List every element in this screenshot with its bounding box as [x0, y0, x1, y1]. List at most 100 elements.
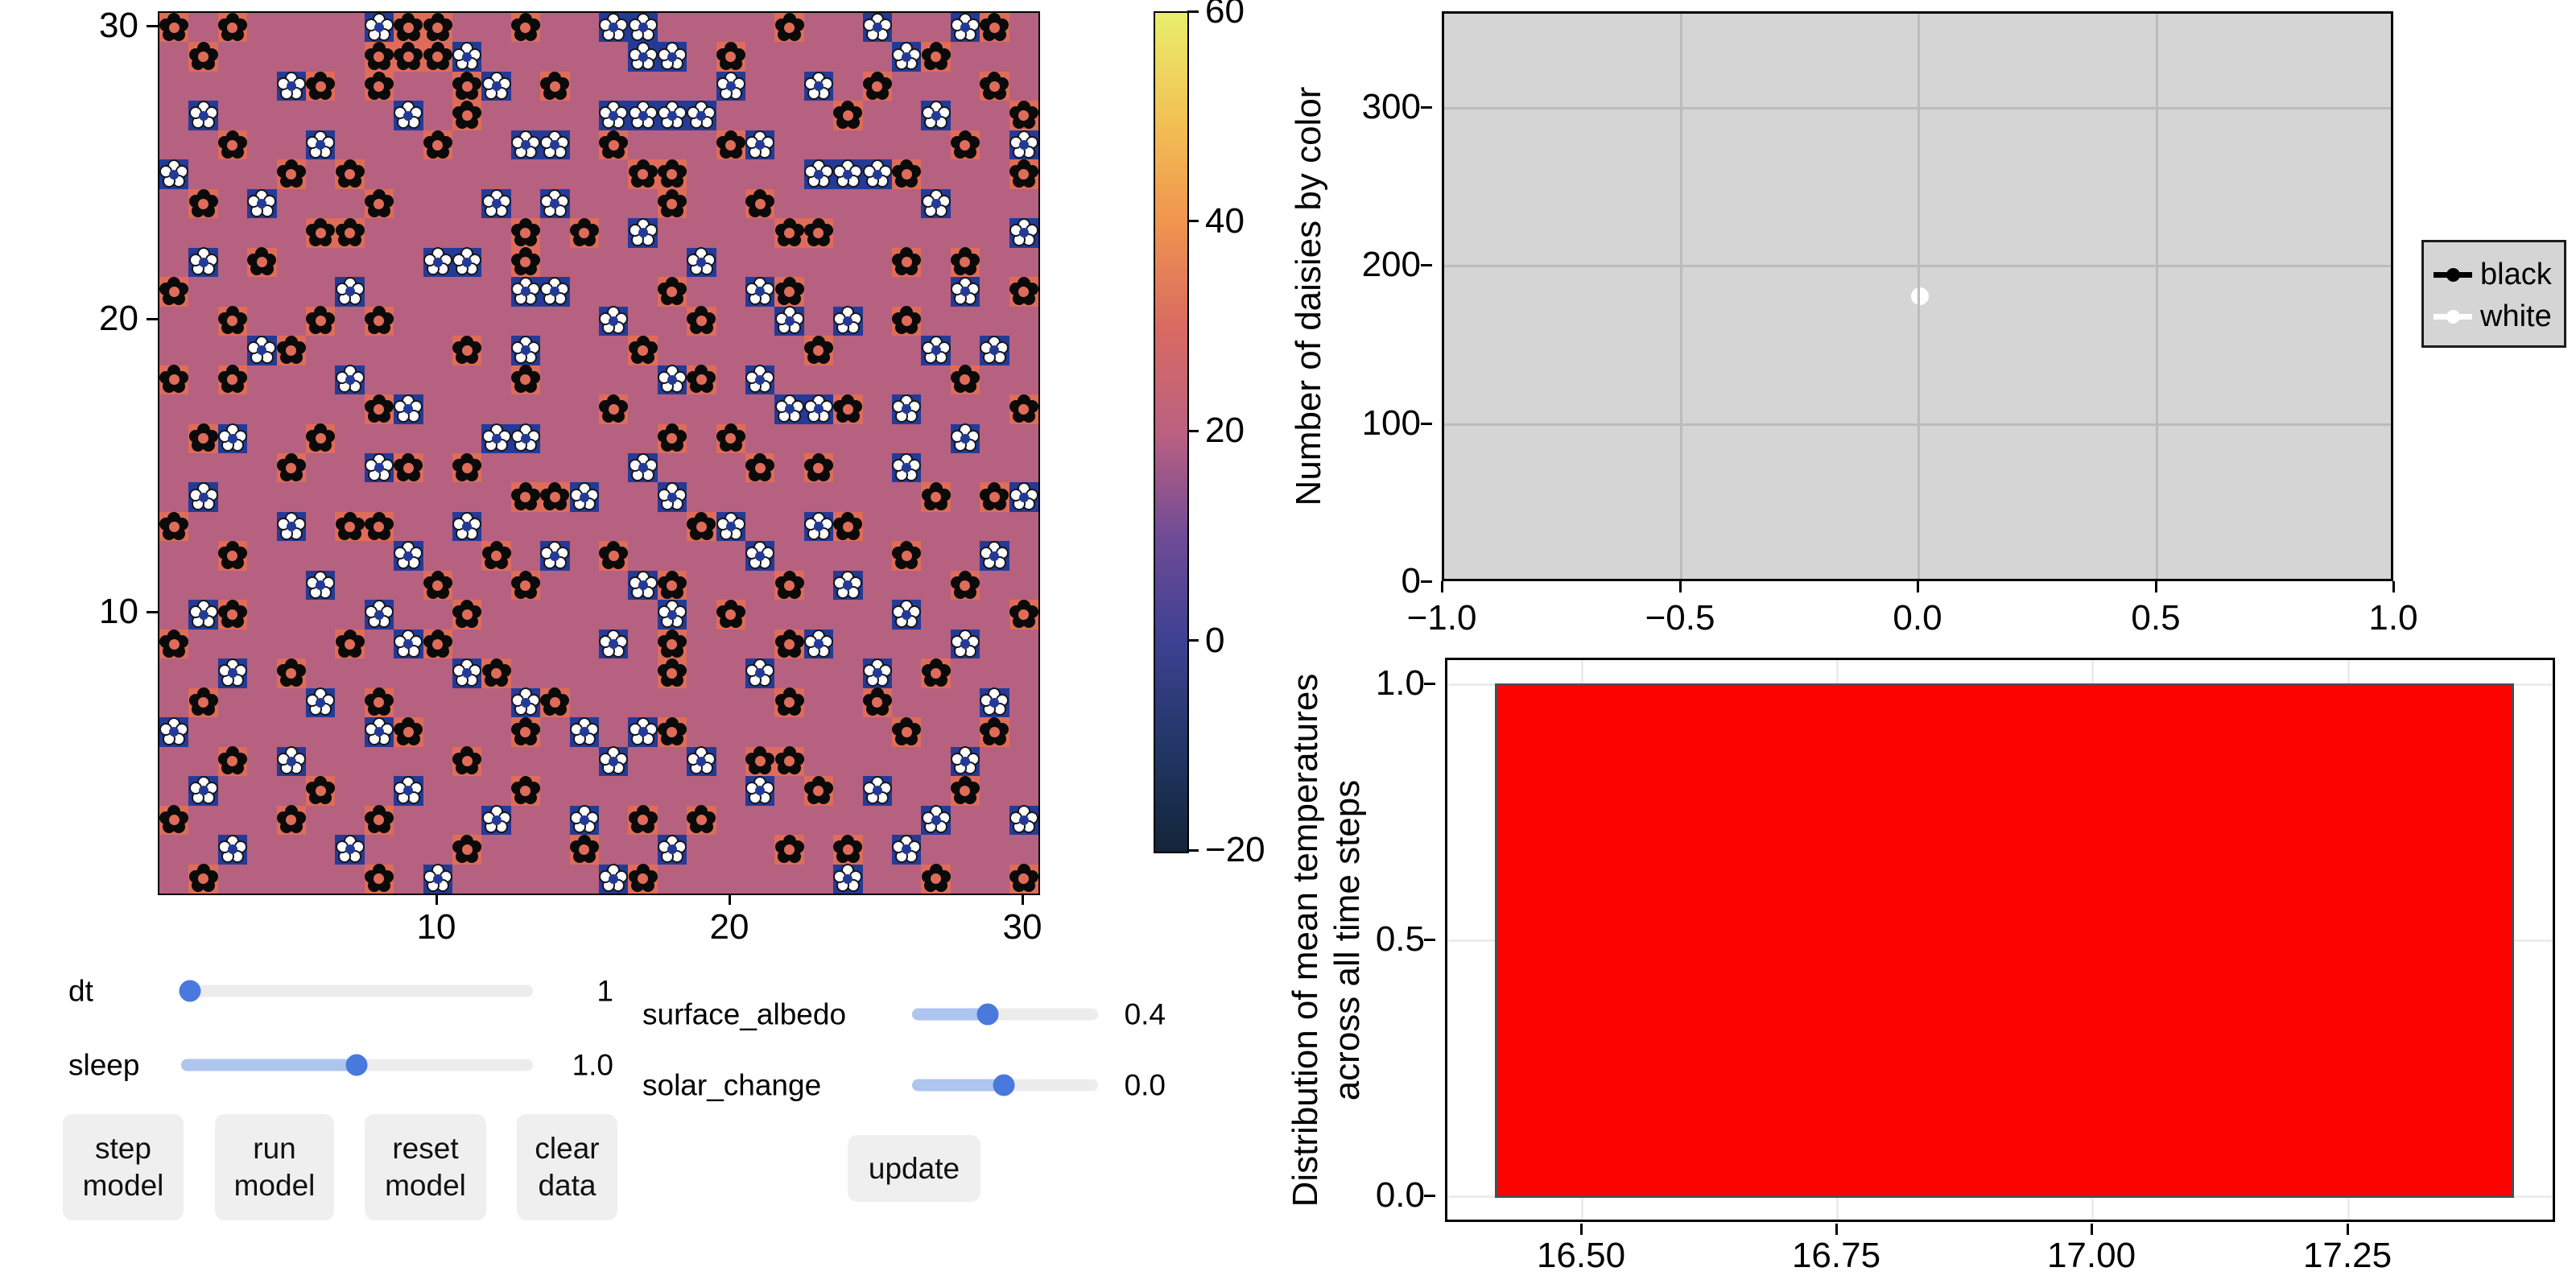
- black-daisy-cell: [188, 423, 218, 453]
- empty-cell: [481, 218, 511, 248]
- empty-cell: [364, 336, 394, 365]
- empty-cell: [687, 629, 716, 659]
- white-daisy-cell: [306, 687, 336, 718]
- empty-cell: [833, 776, 863, 806]
- empty-cell: [540, 658, 570, 688]
- white-daisy-cell: [481, 188, 511, 219]
- empty-cell: [540, 600, 570, 630]
- empty-cell: [716, 658, 745, 688]
- solar-change-slider-thumb[interactable]: [993, 1074, 1015, 1096]
- black-daisy-cell: [159, 365, 189, 395]
- run-model-button[interactable]: run model: [215, 1114, 334, 1220]
- sleep-slider-thumb[interactable]: [345, 1054, 368, 1076]
- empty-cell: [217, 482, 248, 512]
- empty-cell: [892, 218, 922, 248]
- white-daisy-cell: [276, 71, 306, 101]
- empty-cell: [306, 746, 336, 777]
- surface-albedo-slider-thumb[interactable]: [976, 1003, 999, 1026]
- solar-change-slider-label: solar_change: [642, 1068, 822, 1102]
- black-daisy-cell: [1009, 101, 1038, 130]
- reset-model-button[interactable]: reset model: [365, 1114, 486, 1220]
- empty-cell: [394, 306, 423, 336]
- daisy-chart-y-tick-label: 0: [1401, 561, 1421, 601]
- empty-cell: [833, 13, 863, 43]
- heatmap-x-tick: [436, 894, 438, 905]
- empty-cell: [569, 42, 599, 72]
- empty-cell: [481, 482, 511, 512]
- empty-cell: [745, 159, 775, 189]
- black-daisy-cell: [774, 570, 804, 601]
- black-daisy-cell: [950, 365, 980, 395]
- empty-cell: [481, 130, 511, 160]
- empty-cell: [217, 776, 248, 806]
- empty-cell: [394, 188, 423, 219]
- empty-cell: [980, 453, 1009, 483]
- empty-cell: [803, 13, 834, 43]
- empty-cell: [247, 687, 277, 718]
- white-daisy-cell: [892, 834, 922, 865]
- empty-cell: [892, 658, 922, 688]
- empty-cell: [247, 717, 277, 747]
- empty-cell: [716, 394, 745, 424]
- empty-cell: [540, 776, 570, 806]
- empty-cell: [921, 306, 951, 336]
- white-daisy-cell: [276, 511, 306, 542]
- black-daisy-cell: [159, 805, 189, 836]
- white-daisy-cell: [745, 130, 775, 160]
- empty-cell: [510, 600, 541, 630]
- empty-cell: [892, 511, 922, 542]
- empty-cell: [276, 423, 306, 453]
- empty-cell: [481, 629, 511, 659]
- empty-cell: [217, 864, 248, 894]
- black-daisy-cell: [335, 511, 365, 542]
- legend-label: black: [2480, 258, 2552, 291]
- clear-data-button[interactable]: clear data: [517, 1114, 617, 1220]
- empty-cell: [892, 805, 922, 836]
- empty-cell: [394, 277, 423, 307]
- empty-cell: [803, 101, 834, 130]
- empty-cell: [950, 188, 980, 219]
- histogram-y-tick: [1424, 938, 1435, 941]
- empty-cell: [481, 101, 511, 130]
- empty-cell: [657, 687, 687, 718]
- empty-cell: [774, 805, 804, 836]
- empty-cell: [540, 365, 570, 395]
- empty-cell: [1009, 42, 1038, 72]
- histogram-x-tick: [1835, 1224, 1838, 1235]
- empty-cell: [217, 42, 248, 72]
- empty-cell: [276, 776, 306, 806]
- heatmap-y-tick-label: 10: [99, 592, 138, 631]
- black-daisy-cell: [657, 423, 687, 453]
- white-daisy-cell: [306, 130, 336, 160]
- empty-cell: [452, 277, 482, 307]
- empty-cell: [276, 218, 306, 248]
- white-daisy-cell: [628, 716, 658, 747]
- black-daisy-cell: [452, 746, 482, 777]
- empty-cell: [833, 130, 863, 160]
- daisy-chart-x-tick: [1440, 581, 1443, 592]
- empty-cell: [423, 218, 452, 248]
- empty-cell: [745, 687, 775, 718]
- white-daisy-cell: [745, 365, 775, 395]
- empty-cell: [452, 629, 482, 659]
- update-button[interactable]: update: [848, 1135, 980, 1202]
- empty-cell: [774, 159, 804, 189]
- black-daisy-cell: [628, 335, 658, 365]
- empty-cell: [481, 13, 511, 43]
- white-daisy-cell: [1009, 805, 1038, 836]
- empty-cell: [364, 629, 394, 659]
- dt-slider-thumb[interactable]: [179, 980, 201, 1002]
- empty-cell: [481, 864, 511, 894]
- empty-cell: [803, 188, 834, 219]
- empty-cell: [687, 130, 716, 160]
- empty-cell: [335, 42, 365, 72]
- empty-cell: [335, 687, 365, 718]
- empty-cell: [599, 687, 629, 718]
- dt-slider-track[interactable]: [181, 985, 533, 997]
- empty-cell: [335, 746, 365, 777]
- empty-cell: [628, 746, 658, 777]
- step-model-button[interactable]: step model: [63, 1114, 184, 1220]
- empty-cell: [247, 776, 277, 806]
- empty-cell: [159, 306, 189, 336]
- empty-cell: [452, 482, 482, 512]
